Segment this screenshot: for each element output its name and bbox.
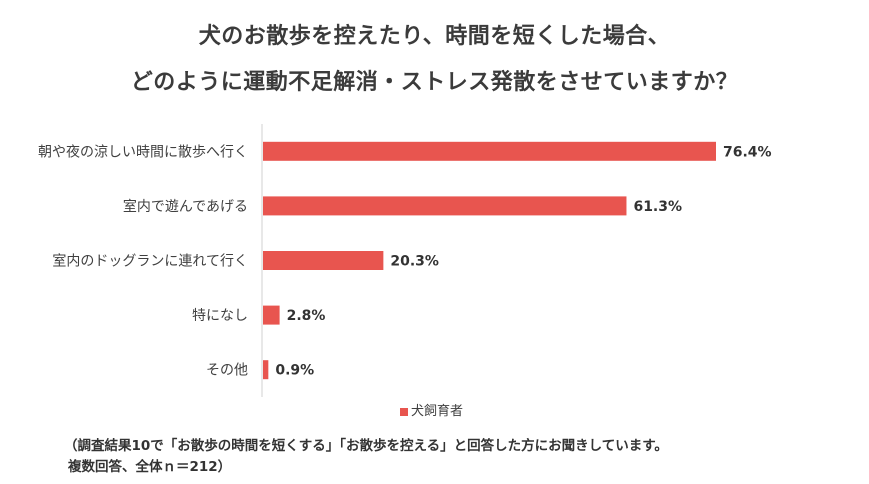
bar <box>263 360 269 380</box>
category-label: 室内で遊んであげる <box>123 198 248 215</box>
legend-label: 犬飼育者 <box>411 404 464 419</box>
legend: 犬飼育者 <box>400 400 463 419</box>
value-label: 61.3% <box>633 199 682 215</box>
footnote-line-2: 複数回答、全体ｎ＝212） <box>68 459 232 475</box>
legend-swatch <box>400 407 408 416</box>
category-label: その他 <box>206 363 248 379</box>
value-label: 76.4% <box>723 144 772 160</box>
category-label: 室内のドッグランに連れて行く <box>52 253 248 270</box>
chart-title-line-2: どのように運動不足解消・ストレス発散をさせていますか？ <box>130 70 739 95</box>
bar <box>263 141 716 161</box>
value-label: 0.9% <box>275 363 314 379</box>
bar <box>263 305 280 325</box>
category-label: 特になし <box>192 308 248 324</box>
category-label: 朝や夜の涼しい時間に散歩へ行く <box>38 144 248 160</box>
value-label: 20.3% <box>390 254 439 270</box>
bar <box>263 196 627 216</box>
bar <box>263 251 384 270</box>
chart-title-line-1: 犬のお散歩を控えたり、時間を短くした場合、 <box>198 24 671 49</box>
value-label: 2.8% <box>287 308 326 324</box>
footnote-line-1: （調査結果10で「お散歩の時間を短くする」「お散歩を控える」と回答した方にお聞き… <box>64 438 668 454</box>
